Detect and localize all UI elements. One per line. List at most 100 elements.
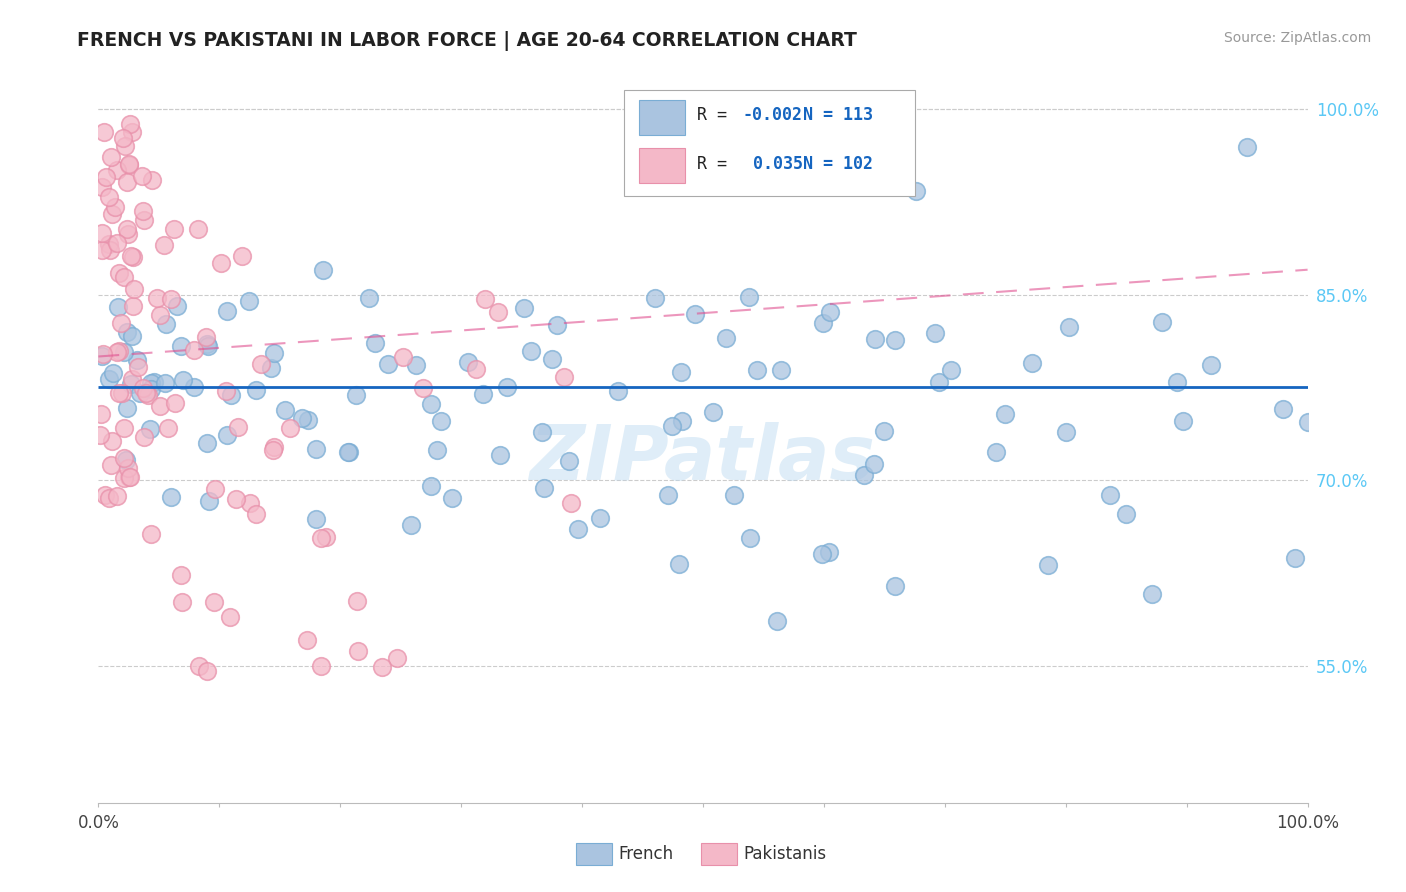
Point [149, 308, 172, 322]
Point [1036, 558, 1059, 572]
Point [132, 203, 155, 218]
Point [291, 410, 314, 425]
Point [141, 173, 163, 187]
Text: -0.002: -0.002 [742, 106, 803, 124]
Point [112, 471, 135, 485]
Point [883, 579, 905, 593]
Point [309, 531, 332, 545]
Point [90, 179, 112, 194]
Point [195, 330, 218, 344]
Point [118, 157, 141, 171]
Point [111, 386, 134, 401]
Point [120, 249, 142, 263]
Point [202, 595, 225, 609]
Point [311, 263, 333, 277]
Point [1166, 375, 1188, 389]
Point [172, 373, 194, 387]
Point [336, 445, 359, 459]
Point [170, 595, 193, 609]
Point [245, 383, 267, 397]
Point [141, 376, 163, 391]
Point [377, 357, 399, 371]
Point [238, 293, 260, 308]
Point [738, 531, 761, 545]
Point [239, 496, 262, 510]
Point [1171, 414, 1194, 428]
Point [197, 664, 219, 678]
Point [225, 491, 247, 506]
Point [98, 236, 121, 251]
Point [359, 292, 381, 306]
Point [98, 189, 121, 203]
Point [166, 299, 188, 313]
Point [90, 226, 112, 240]
Point [429, 413, 451, 427]
Point [187, 222, 209, 236]
Text: FRENCH VS PAKISTANI IN LABOR FORCE | AGE 20-64 CORRELATION CHART: FRENCH VS PAKISTANI IN LABOR FORCE | AGE… [77, 31, 858, 51]
Point [118, 470, 141, 484]
Point [399, 517, 422, 532]
Point [745, 363, 768, 377]
Point [115, 401, 138, 415]
Text: N = 102: N = 102 [803, 155, 873, 173]
Point [183, 343, 205, 357]
Point [1057, 319, 1080, 334]
Point [520, 344, 543, 359]
Point [392, 350, 415, 364]
Point [115, 453, 138, 467]
Point [405, 358, 427, 372]
Point [994, 407, 1017, 421]
Point [924, 326, 946, 340]
Point [347, 644, 370, 658]
Point [112, 270, 135, 285]
Text: R =: R = [697, 155, 737, 173]
Point [121, 125, 143, 139]
Point [1199, 358, 1222, 372]
Point [723, 488, 745, 502]
Point [98, 244, 121, 258]
Point [297, 413, 319, 427]
Point [1296, 415, 1319, 429]
Point [818, 305, 841, 319]
Point [496, 380, 519, 394]
Point [385, 651, 408, 665]
Point [183, 380, 205, 394]
Point [683, 307, 706, 321]
Point [160, 292, 183, 306]
Point [215, 304, 238, 318]
Point [93, 488, 115, 502]
Point [131, 381, 153, 395]
Point [107, 266, 129, 280]
Point [337, 445, 360, 459]
Point [863, 332, 886, 346]
Point [124, 282, 146, 296]
Point [112, 420, 135, 434]
Point [125, 353, 148, 368]
Point [117, 460, 139, 475]
Point [412, 381, 434, 395]
Point [984, 445, 1007, 459]
Point [669, 365, 692, 379]
Point [115, 325, 138, 339]
Point [766, 614, 789, 628]
Point [905, 185, 928, 199]
Point [122, 299, 145, 313]
Point [231, 250, 253, 264]
Point [606, 384, 628, 398]
Point [228, 420, 250, 434]
Point [671, 414, 693, 428]
Point [311, 658, 333, 673]
Point [769, 363, 792, 377]
Point [553, 370, 575, 384]
Point [589, 511, 612, 525]
Point [131, 169, 153, 183]
Point [1115, 507, 1137, 521]
Point [117, 227, 139, 242]
Point [170, 567, 193, 582]
Point [541, 352, 564, 367]
Point [152, 237, 174, 252]
Point [142, 375, 165, 389]
Point [1272, 402, 1295, 417]
Point [108, 386, 131, 401]
FancyBboxPatch shape [638, 148, 685, 183]
